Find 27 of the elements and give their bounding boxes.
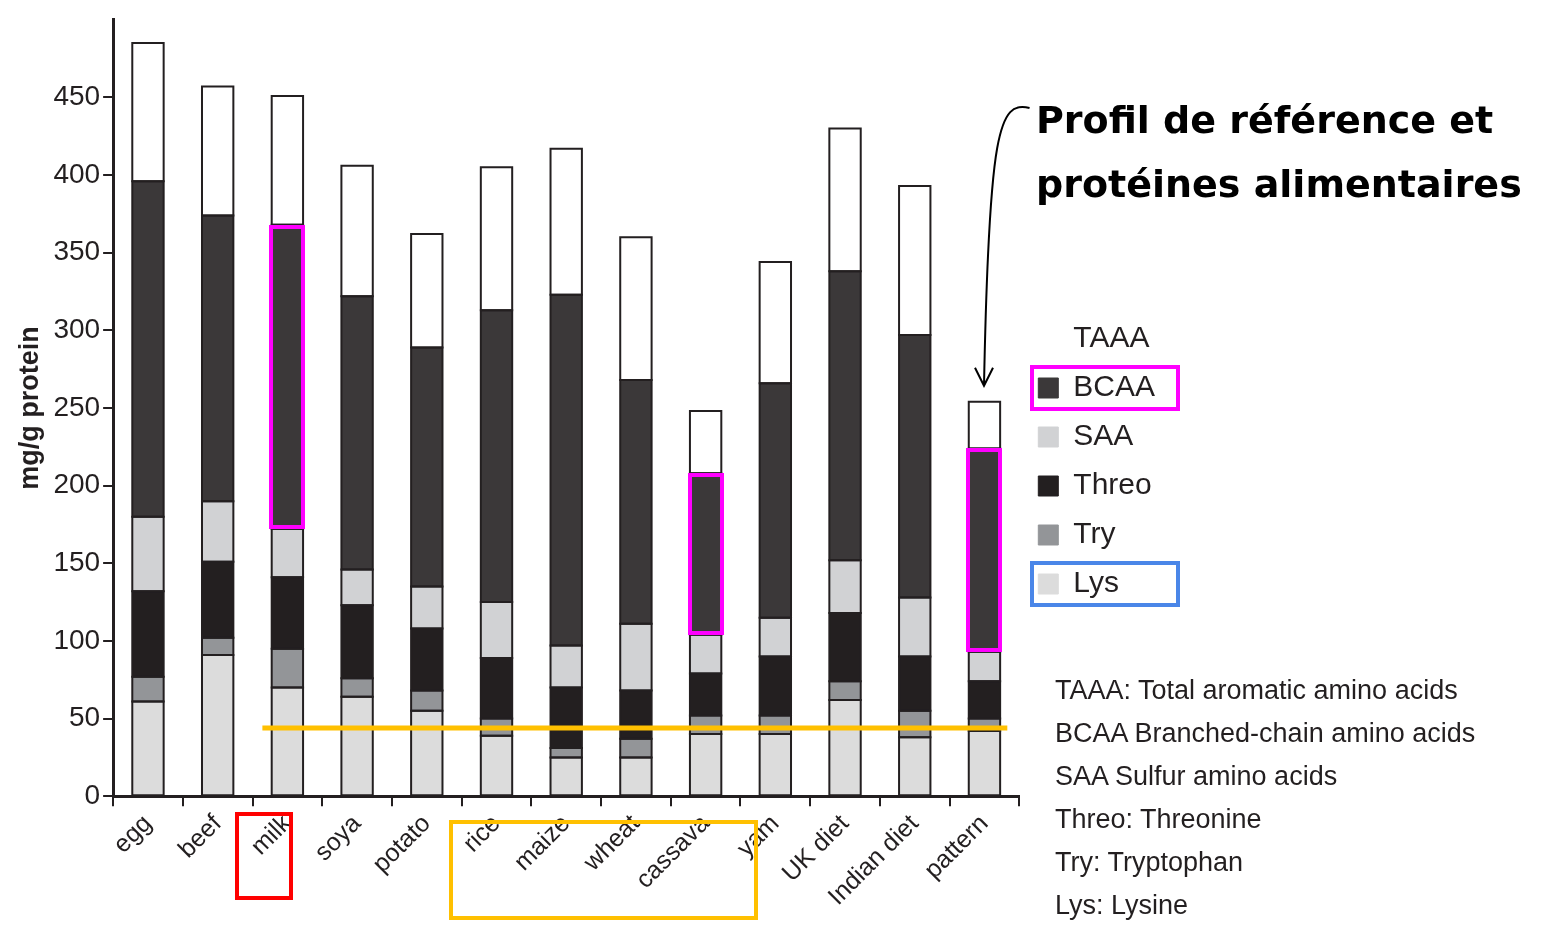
y-tick-label: 0: [84, 778, 101, 810]
text: Profil de référence et protéines alimentaires: [1036, 97, 1523, 208]
legend-label: Threo: [1073, 467, 1152, 501]
y-tick-label: 150: [53, 546, 101, 577]
legend-label: Try: [1073, 516, 1116, 550]
legend-label: BCAA: [1073, 369, 1156, 403]
text: SAA Sulfur amino acids: [1055, 761, 1338, 792]
y-tick-label: 50: [68, 701, 101, 733]
x-tick-label: milk: [244, 808, 297, 860]
legend-label: Lys: [1073, 565, 1119, 599]
text: Lys: Lysine: [1055, 890, 1189, 921]
y-tick-label: 300: [53, 313, 101, 345]
legend-label: SAA: [1073, 418, 1134, 452]
x-tick-label: egg: [107, 808, 157, 858]
text: TAAA: Total aromatic amino acids: [1055, 675, 1458, 706]
y-tick-label: 350: [53, 235, 101, 267]
text: Try: Tryptophan: [1055, 847, 1244, 878]
y-tick-label: 250: [53, 390, 101, 422]
y-tick-label: 400: [53, 157, 101, 189]
y-axis-title: mg/g protein: [13, 326, 44, 490]
y-tick-label: 100: [53, 623, 101, 655]
text: BCAA Branched-chain amino acids: [1055, 718, 1476, 749]
x-tick-label: soya: [308, 808, 366, 866]
text: Threo: Threonine: [1055, 804, 1262, 835]
y-tick-label: 450: [53, 80, 101, 112]
text: TAAA: [1073, 320, 1150, 354]
y-tick-label: 200: [53, 468, 101, 500]
